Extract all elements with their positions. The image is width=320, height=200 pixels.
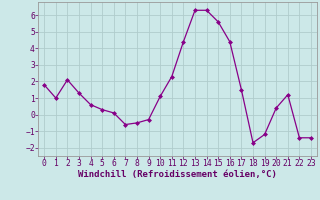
X-axis label: Windchill (Refroidissement éolien,°C): Windchill (Refroidissement éolien,°C)	[78, 170, 277, 179]
